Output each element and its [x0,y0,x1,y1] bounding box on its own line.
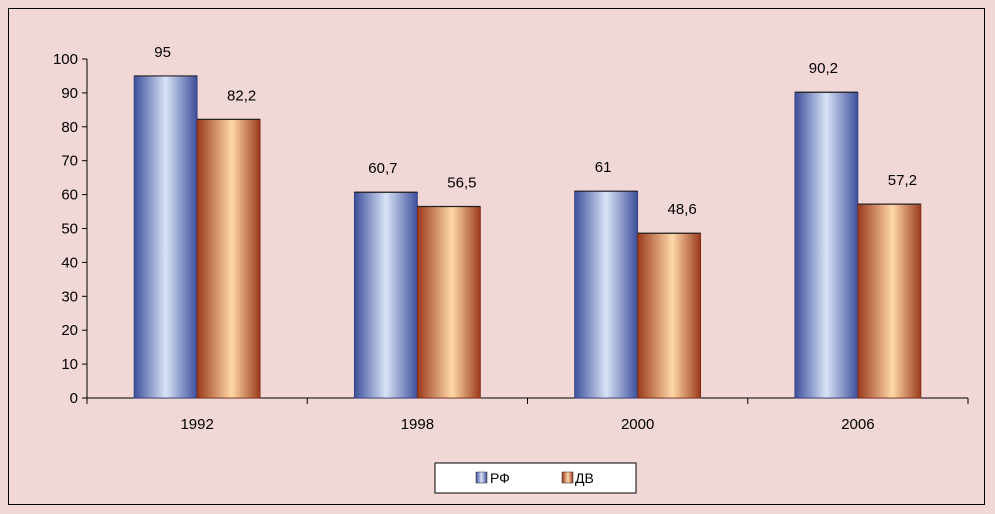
y-tick-label: 10 [61,356,78,373]
data-label: 90,2 [809,60,838,77]
y-tick-label: 40 [61,254,78,271]
x-tick-label: 2006 [841,416,874,433]
legend-swatch-rf [475,471,488,484]
legend-box [434,462,637,494]
data-label: 95 [154,44,171,61]
y-tick-label: 30 [61,288,78,305]
y-tick-label: 20 [61,322,78,339]
x-tick-label: 2000 [621,416,654,433]
y-tick-label: 100 [53,51,78,68]
y-axis: 0 10 20 30 40 50 60 70 80 90 100 [53,51,88,407]
bar-rf [794,91,859,399]
bar-dv [857,203,922,399]
data-label: 57,2 [888,172,917,189]
data-label: 61 [595,159,612,176]
y-tick-label: 80 [61,119,78,136]
bar-dv [416,206,481,399]
legend-label-dv: ДВ [575,470,594,486]
bar-rf [133,75,198,399]
x-tick-label: 1992 [180,416,213,433]
data-label: 60,7 [368,160,397,177]
data-label: 48,6 [668,201,697,218]
legend: РФ ДВ [434,462,637,494]
y-tick-label: 0 [70,390,78,407]
y-tick-label: 60 [61,187,78,204]
data-labels: 95 60,7 61 90,2 82,2 56,5 48,6 57,2 [154,44,917,218]
x-axis: 1992 1998 2000 2006 [86,397,969,433]
bar-dv [196,118,261,399]
data-label: 56,5 [447,174,476,191]
data-label: 82,2 [227,87,256,104]
y-tick-label: 50 [61,221,78,238]
bar-dv [637,232,702,399]
legend-label-rf: РФ [490,470,510,486]
bars [133,75,922,399]
bar-rf [353,191,418,399]
legend-swatch-dv [561,471,574,484]
y-tick-label: 90 [61,85,78,102]
x-tick-label: 1998 [401,416,434,433]
bar-rf [574,190,639,399]
y-tick-label: 70 [61,153,78,170]
